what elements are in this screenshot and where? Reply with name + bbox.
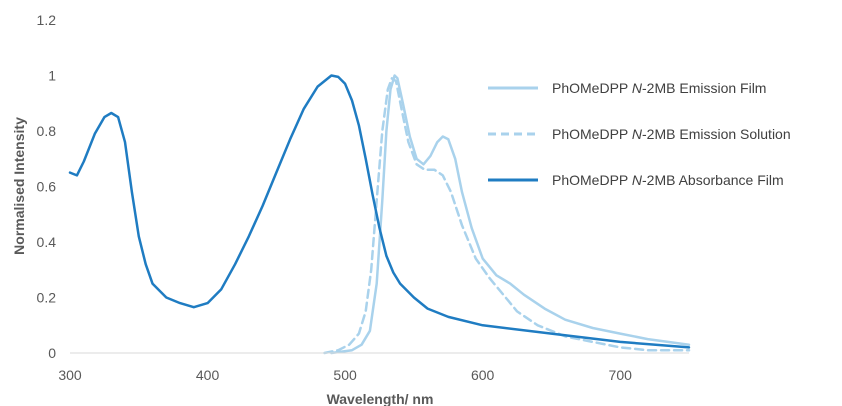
legend-label-emission-film: PhOMeDPP N-2MB Emission Film: [552, 80, 766, 96]
x-axis-title: Wavelength/ nm: [327, 391, 434, 406]
y-tick-label: 0.2: [37, 290, 57, 306]
series-line-emission-film: [330, 74, 691, 355]
y-tick-label: 0.4: [37, 234, 57, 250]
y-tick-label: 1: [48, 68, 56, 84]
y-tick-label: 0.6: [37, 179, 57, 195]
x-tick-label: 300: [58, 367, 82, 383]
y-tick-label: 1.2: [37, 12, 57, 28]
y-tick-label: 0.8: [37, 123, 57, 139]
y-tick-labels: 0 0.2 0.4 0.6 0.8 1 1.2: [37, 12, 57, 361]
series-line-absorbance-film: [68, 74, 691, 349]
legend-label-emission-solution: PhOMeDPP N-2MB Emission Solution: [552, 126, 791, 142]
x-tick-label: 600: [471, 367, 495, 383]
legend-label-absorbance-film: PhOMeDPP N-2MB Absorbance Film: [552, 172, 784, 188]
legend: PhOMeDPP N-2MB Emission Film PhOMeDPP N-…: [488, 80, 791, 188]
x-tick-labels: 300 400 500 600 700: [58, 367, 632, 383]
legend-item-absorbance-film: PhOMeDPP N-2MB Absorbance Film: [488, 172, 784, 188]
x-tick-label: 400: [196, 367, 220, 383]
x-tick-label: 500: [333, 367, 357, 383]
y-axis-title: Normalised Intensity: [11, 117, 27, 255]
plot-lines: [68, 74, 691, 355]
y-tick-label: 0: [48, 345, 56, 361]
legend-item-emission-film: PhOMeDPP N-2MB Emission Film: [488, 80, 766, 96]
series-line-emission-solution: [323, 77, 691, 355]
legend-item-emission-solution: PhOMeDPP N-2MB Emission Solution: [488, 126, 791, 142]
x-tick-label: 700: [609, 367, 633, 383]
